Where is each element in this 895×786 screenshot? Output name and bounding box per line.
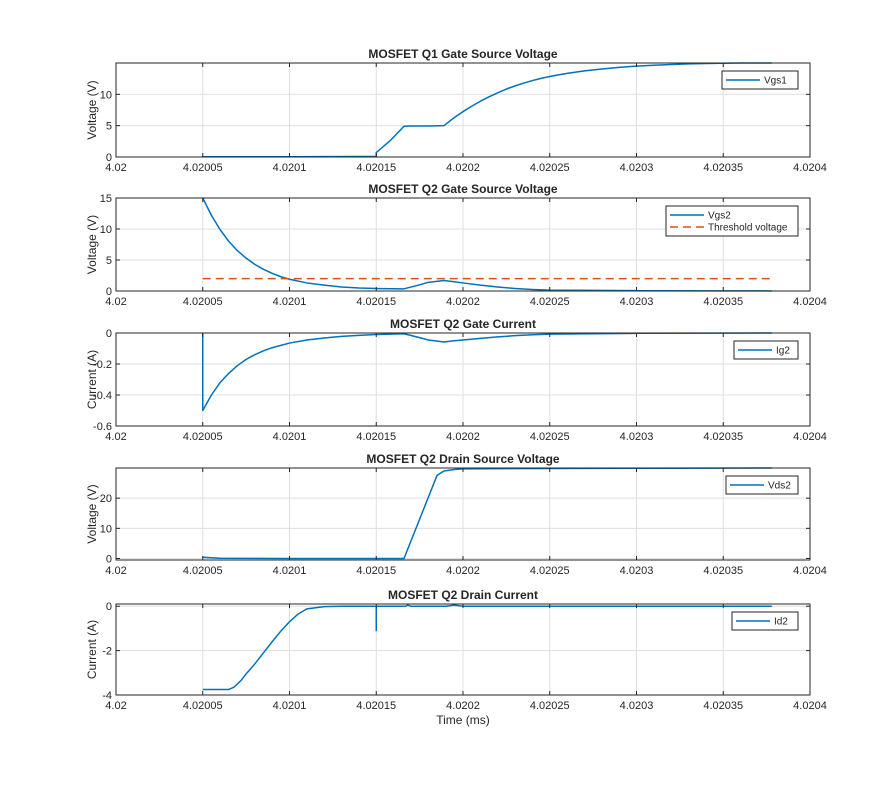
x-tick-label: 4.0202: [446, 565, 480, 577]
x-tick-label: 4.02015: [356, 431, 396, 443]
subplot-title: MOSFET Q2 Gate Source Voltage: [368, 182, 557, 196]
x-tick-label: 4.02005: [183, 700, 223, 712]
y-tick-label: 0: [106, 601, 112, 613]
subplot-1: 4.02 4.02005 4.0201 4.02015 4.0202 4.02025 4.0…: [85, 47, 827, 174]
x-tick-label: 4.02005: [183, 431, 223, 443]
subplot-3: 4.02 4.02005 4.0201 4.02015 4.0202 4.02025 4.0…: [85, 317, 827, 443]
y-axis-label: Current (A): [85, 620, 99, 679]
subplot-title: MOSFET Q2 Drain Source Voltage: [366, 452, 559, 466]
x-tick-label: 4.0204: [793, 162, 827, 174]
y-tick-label: 0: [106, 328, 112, 340]
subplot-5: 4.02 4.02005 4.0201 4.02015 4.0202 4.02025 4.0…: [85, 588, 827, 727]
x-tick-label: 4.02025: [530, 162, 570, 174]
x-tick-label: 4.02035: [703, 431, 743, 443]
y-tick-label: 0: [106, 286, 112, 298]
x-tick-label: 4.0202: [446, 296, 480, 308]
x-tick-label: 4.02: [105, 162, 126, 174]
legend-label: Vgs1: [764, 76, 787, 87]
x-tick-label: 4.02015: [356, 296, 396, 308]
x-tick-label: 4.0203: [620, 296, 654, 308]
x-tick-label: 4.0202: [446, 700, 480, 712]
x-tick-label: 4.02005: [183, 162, 223, 174]
x-tick-label: 4.02035: [703, 565, 743, 577]
x-tick-label: 4.0204: [793, 431, 827, 443]
x-tick-label: 4.02035: [703, 296, 743, 308]
x-tick-label: 4.02005: [183, 565, 223, 577]
y-tick-label: 10: [100, 89, 112, 101]
x-tick-label: 4.0202: [446, 162, 480, 174]
x-tick-label: 4.02025: [530, 431, 570, 443]
x-tick-label: 4.02035: [703, 162, 743, 174]
subplot-title: MOSFET Q1 Gate Source Voltage: [368, 47, 557, 61]
x-tick-label: 4.0201: [273, 700, 307, 712]
y-tick-label: 20: [100, 493, 112, 505]
y-axis-label: Current (A): [85, 350, 99, 409]
x-tick-label: 4.0201: [273, 296, 307, 308]
x-tick-label: 4.02015: [356, 700, 396, 712]
legend-label: Vds2: [768, 481, 791, 492]
x-tick-label: 4.0202: [446, 431, 480, 443]
y-tick-label: 5: [106, 121, 112, 133]
x-tick-label: 4.02025: [530, 565, 570, 577]
series-line-1: [202, 332, 772, 412]
y-tick-label: -0.6: [93, 421, 112, 433]
subplot-4: 4.02 4.02005 4.0201 4.02015 4.0202 4.02025 4.0…: [85, 452, 827, 577]
y-tick-label: 10: [100, 523, 112, 535]
x-tick-label: 4.02035: [703, 700, 743, 712]
subplot-title: MOSFET Q2 Drain Current: [388, 588, 538, 602]
x-tick-label: 4.02015: [356, 162, 396, 174]
x-tick-label: 4.0204: [793, 565, 827, 577]
legend-label: Vgs2: [708, 211, 731, 222]
x-tick-label: 4.02: [105, 431, 126, 443]
y-tick-label: 5: [106, 255, 112, 267]
x-tick-label: 4.0201: [273, 565, 307, 577]
x-tick-label: 4.0203: [620, 162, 654, 174]
series-line-1: [202, 62, 772, 158]
x-axis-label: Time (ms): [436, 713, 490, 727]
x-tick-label: 4.0204: [793, 700, 827, 712]
legend-box: [665, 205, 799, 237]
x-tick-label: 4.0203: [620, 431, 654, 443]
y-tick-label: -0.2: [93, 359, 112, 371]
legend-label: Threshold voltage: [708, 223, 788, 234]
legend: Vgs1: [721, 70, 799, 90]
legend-label: Ig2: [776, 346, 790, 357]
subplot-title: MOSFET Q2 Gate Current: [390, 317, 536, 331]
subplot-2: 4.02 4.02005 4.0201 4.02015 4.0202 4.02025 4.0…: [85, 182, 827, 308]
y-tick-label: -4: [102, 690, 112, 702]
x-tick-label: 4.0201: [273, 431, 307, 443]
y-axis-label: Voltage (V): [85, 484, 99, 543]
x-tick-label: 4.02: [105, 565, 126, 577]
legend: Vds2: [725, 475, 799, 495]
y-tick-label: -2: [102, 646, 112, 658]
y-axis-label: Voltage (V): [85, 80, 99, 139]
y-tick-label: 0: [106, 553, 112, 565]
legend: Ig2: [733, 340, 799, 360]
x-tick-label: 4.02: [105, 296, 126, 308]
x-tick-label: 4.0204: [793, 296, 827, 308]
y-tick-label: 10: [100, 224, 112, 236]
y-tick-label: 0: [106, 152, 112, 164]
legend: Id2: [731, 611, 799, 631]
x-tick-label: 4.02005: [183, 296, 223, 308]
x-tick-label: 4.0203: [620, 565, 654, 577]
series-line-1: [202, 604, 772, 691]
x-tick-label: 4.0201: [273, 162, 307, 174]
series-line-1: [202, 197, 772, 292]
x-tick-label: 4.02: [105, 700, 126, 712]
y-tick-label: -0.4: [93, 390, 112, 402]
x-tick-label: 4.02015: [356, 565, 396, 577]
x-tick-label: 4.02025: [530, 700, 570, 712]
y-tick-label: 15: [100, 193, 112, 205]
y-axis-label: Voltage (V): [85, 215, 99, 274]
x-tick-label: 4.0203: [620, 700, 654, 712]
x-tick-label: 4.02025: [530, 296, 570, 308]
legend-label: Id2: [774, 617, 788, 628]
